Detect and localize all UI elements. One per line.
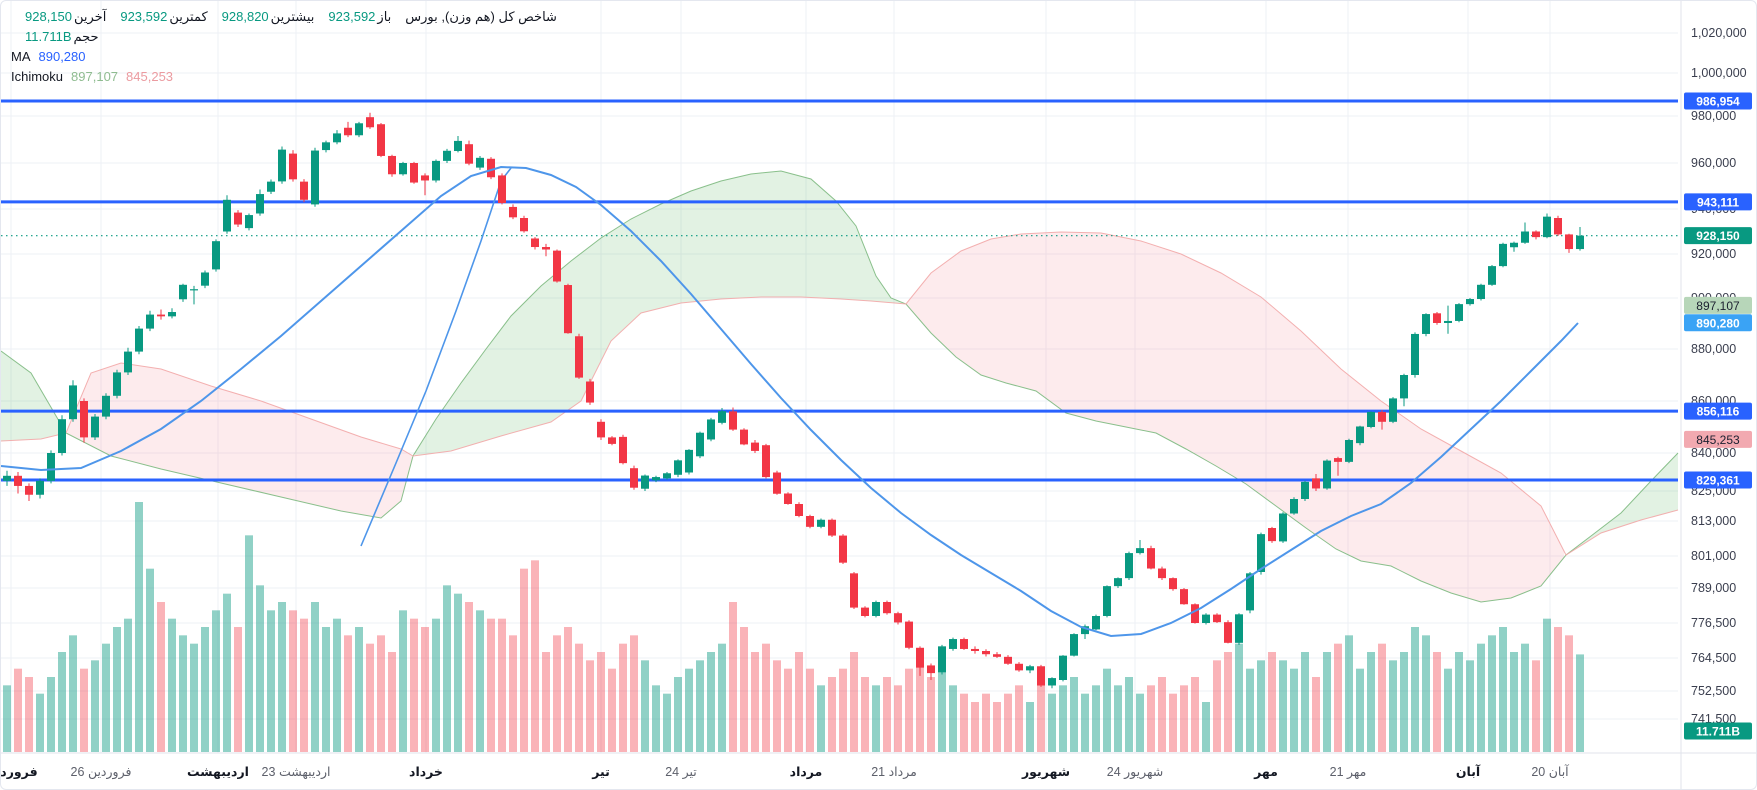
price-axis-label: 801,000 — [1691, 549, 1736, 563]
time-axis-label: مهر — [1253, 765, 1278, 779]
price-axis-label: 764,500 — [1691, 651, 1736, 665]
price-badge: 943,111 — [1697, 195, 1739, 209]
price-axis-label: 1,020,000 — [1691, 26, 1747, 40]
ma-line — [1, 165, 1579, 638]
open-field: باز 923,592 — [328, 9, 392, 24]
high-field: بیشترین 928,820 — [221, 9, 315, 24]
time-axis-label: 21 مهر — [1330, 765, 1367, 780]
time-axis-label: 23 اردیبهشت — [262, 765, 331, 780]
time-axis[interactable] — [1, 754, 1678, 789]
price-badge: 11.711B — [1696, 725, 1740, 739]
symbol-title[interactable]: شاخص کل (هم وزن), بورس — [405, 9, 557, 24]
price-axis-label: 1,000,000 — [1691, 66, 1747, 80]
time-axis-label: خرداد — [409, 765, 443, 779]
price-badges: 986,954 943,111 856,116 829,361 897,107 890,2… — [1684, 92, 1752, 740]
price-axis-label: 880,000 — [1691, 342, 1736, 356]
ichimoku-cloud — [1, 170, 1679, 603]
time-axis-label: 21 مرداد — [871, 765, 917, 780]
time-axis-label: 20 آبان — [1531, 764, 1569, 779]
ma-row[interactable]: MA 890,280 — [11, 49, 86, 64]
price-badge: 986,954 — [1696, 95, 1740, 109]
price-axis-label: 752,500 — [1691, 684, 1736, 698]
time-axis-label: شهریور — [1021, 765, 1070, 779]
price-axis-label: 960,000 — [1691, 156, 1736, 170]
indicator-legend: شاخص کل (هم وزن), بورس باز 923,592 بیشتر… — [11, 8, 557, 88]
low-field: کمترین 923,592 — [120, 9, 208, 24]
last-field: آخرین 928,150 — [25, 9, 107, 24]
grid-lines — [1, 1, 1678, 753]
price-badge: 829,361 — [1696, 473, 1740, 487]
time-axis-label: اردیبهشت — [187, 765, 249, 779]
time-axis-labels: فروردین 26 فروردین اردیبهشت 23 اردیبهشت خردا… — [1, 764, 1569, 780]
time-axis-label: آبان — [1456, 764, 1481, 779]
price-axis[interactable] — [1681, 1, 1756, 753]
price-badge: 845,253 — [1696, 433, 1740, 447]
time-axis-label: مرداد — [790, 765, 823, 779]
symbol-ohlc-row: شاخص کل (هم وزن), بورس باز 923,592 بیشتر… — [11, 8, 557, 25]
price-axis-label: 813,000 — [1691, 514, 1736, 528]
volume-field: حجم 11.711B — [25, 29, 99, 44]
volume-bars — [3, 502, 1584, 752]
time-axis-label: تیر — [591, 765, 610, 779]
time-axis-label: 24 تیر — [665, 765, 697, 780]
time-axis-label: 24 شهریور — [1107, 765, 1164, 780]
price-axis-label: 840,000 — [1691, 446, 1736, 460]
price-axis-label: 980,000 — [1691, 109, 1736, 123]
candlesticks — [3, 112, 1584, 689]
horizontal-price-lines — [1, 99, 1678, 482]
price-axis-label: 789,000 — [1691, 581, 1736, 595]
price-axis-label: 776,500 — [1691, 616, 1736, 630]
time-axis-label: فروردین — [1, 765, 38, 779]
ichimoku-row[interactable]: Ichimoku 897,107 845,253 — [11, 69, 174, 84]
price-badge: 897,107 — [1696, 299, 1740, 313]
volume-row: حجم 11.711B — [11, 28, 557, 45]
price-badge: 928,150 — [1696, 229, 1740, 243]
price-badge: 890,280 — [1696, 316, 1740, 330]
price-axis-label: 920,000 — [1691, 247, 1736, 261]
time-axis-label: 26 فروردین — [71, 765, 132, 780]
price-badge: 856,116 — [1697, 405, 1740, 419]
